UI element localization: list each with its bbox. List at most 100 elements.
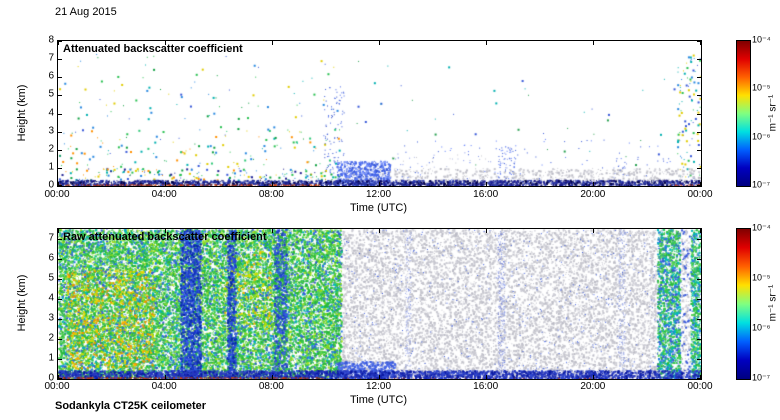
tick-mark xyxy=(58,149,62,151)
tick-mark xyxy=(486,375,487,379)
y-tick-label: 2 xyxy=(48,332,54,344)
tick-mark xyxy=(697,131,701,133)
y-tick-label: 6 xyxy=(48,252,54,264)
tick-mark xyxy=(58,259,62,260)
tick-mark xyxy=(593,182,594,186)
tick-mark xyxy=(700,182,701,186)
tick-mark xyxy=(58,359,62,360)
footer-label: Sodankyla CT25K ceilometer xyxy=(55,400,207,412)
tick-mark xyxy=(58,113,62,115)
tick-mark xyxy=(272,41,273,45)
tick-mark xyxy=(700,229,701,233)
tick-mark xyxy=(58,279,62,280)
y-tick-label: 2 xyxy=(48,143,54,155)
tick-mark xyxy=(697,319,701,320)
colorbar-ticks-top: 10⁻⁴ 10⁻⁵ 10⁻⁶ 10⁻⁷ xyxy=(752,35,778,190)
y-axis-ticks-top: 0 1 2 3 4 5 6 7 8 xyxy=(38,35,54,191)
colorbar-tick-label: 10⁻⁶ xyxy=(752,322,771,333)
tick-mark xyxy=(58,167,62,169)
x-tick-label: 16:00 xyxy=(473,189,499,200)
plot-title-attenuated: Attenuated backscatter coefficient xyxy=(63,43,243,55)
x-tick-label: 08:00 xyxy=(258,381,284,392)
tick-mark xyxy=(165,375,166,379)
tick-mark xyxy=(700,41,701,45)
x-tick-label: 12:00 xyxy=(365,381,392,392)
tick-mark xyxy=(697,339,701,340)
tick-mark xyxy=(58,182,59,186)
colorbar-unit-label-bottom: m⁻¹ sr⁻¹ xyxy=(767,284,779,322)
x-axis-label-bottom: Time (UTC) xyxy=(349,394,408,406)
x-axis-ticks-top: 00:00 04:00 08:00 12:00 16:00 20:00 00:00 xyxy=(44,189,712,201)
plot-area-attenuated: Attenuated backscatter coefficient xyxy=(57,40,702,187)
y-tick-label: 4 xyxy=(48,107,54,118)
colorbar-tick-label: 10⁻⁷ xyxy=(752,372,771,383)
tick-mark xyxy=(593,41,594,45)
colorbar-tick-label: 10⁻⁴ xyxy=(752,34,771,45)
x-tick-label: 20:00 xyxy=(580,189,606,200)
attenuated-backscatter-canvas xyxy=(58,41,701,186)
y-axis-label-bottom: Height (km) xyxy=(16,274,28,332)
tick-mark xyxy=(58,339,62,340)
x-tick-label: 16:00 xyxy=(473,381,499,392)
colorbar-tick-label: 10⁻⁶ xyxy=(752,131,771,142)
tick-mark xyxy=(58,299,62,300)
tick-mark xyxy=(486,229,487,233)
tick-mark xyxy=(486,41,487,45)
x-tick-label: 20:00 xyxy=(580,381,606,392)
plot-area-raw: Raw attenuated backscatter coefficient xyxy=(57,228,702,380)
tick-mark xyxy=(379,229,380,233)
tick-mark xyxy=(58,41,62,42)
x-tick-label: 00:00 xyxy=(44,189,70,200)
x-tick-label: 00:00 xyxy=(687,381,713,392)
tick-mark xyxy=(58,95,62,97)
tick-mark xyxy=(58,185,62,186)
tick-mark xyxy=(697,259,701,260)
tick-mark xyxy=(697,41,701,42)
tick-mark xyxy=(58,131,62,133)
x-tick-label: 00:00 xyxy=(687,189,713,200)
y-tick-label: 3 xyxy=(48,125,54,137)
tick-mark xyxy=(58,378,62,379)
x-tick-label: 00:00 xyxy=(44,381,70,392)
y-tick-label: 5 xyxy=(48,272,54,284)
tick-mark xyxy=(697,359,701,360)
x-axis-label-top: Time (UTC) xyxy=(349,202,408,214)
tick-mark xyxy=(486,182,487,186)
y-tick-label: 0 xyxy=(48,179,54,191)
tick-mark xyxy=(697,167,701,169)
tick-mark xyxy=(58,77,62,79)
tick-mark xyxy=(165,182,166,186)
x-axis-ticks-bottom: 00:00 04:00 08:00 12:00 16:00 20:00 00:00 xyxy=(44,381,712,393)
tick-mark xyxy=(272,182,273,186)
colorbar-tick-label: 10⁻⁵ xyxy=(752,272,771,283)
y-axis-label-top: Height (km) xyxy=(16,84,28,142)
x-tick-label: 04:00 xyxy=(151,381,177,392)
tick-mark xyxy=(58,59,62,61)
colorbar-tick-label: 10⁻⁵ xyxy=(752,82,771,93)
date-label: 21 Aug 2015 xyxy=(55,6,117,18)
tick-mark xyxy=(593,229,594,233)
colorbar-tick-label: 10⁻⁴ xyxy=(752,222,771,233)
x-tick-label: 04:00 xyxy=(151,189,177,200)
colorbar-unit-label-top: m⁻¹ sr⁻¹ xyxy=(767,94,779,132)
tick-mark xyxy=(58,375,59,379)
tick-mark xyxy=(697,185,701,186)
tick-mark xyxy=(165,41,166,45)
tick-mark xyxy=(58,229,59,233)
y-tick-label: 5 xyxy=(48,88,54,100)
tick-mark xyxy=(379,41,380,45)
y-tick-label: 4 xyxy=(48,292,54,304)
tick-mark xyxy=(165,229,166,233)
tick-mark xyxy=(379,375,380,379)
tick-mark xyxy=(272,375,273,379)
tick-mark xyxy=(697,239,701,240)
y-tick-label: 1 xyxy=(48,161,54,173)
tick-mark xyxy=(697,378,701,379)
tick-mark xyxy=(697,279,701,280)
y-tick-label: 7 xyxy=(48,52,54,64)
y-tick-label: 7 xyxy=(48,232,54,244)
y-tick-label: 6 xyxy=(48,70,54,82)
tick-mark xyxy=(697,299,701,300)
plot-title-raw: Raw attenuated backscatter coefficient xyxy=(63,231,267,243)
